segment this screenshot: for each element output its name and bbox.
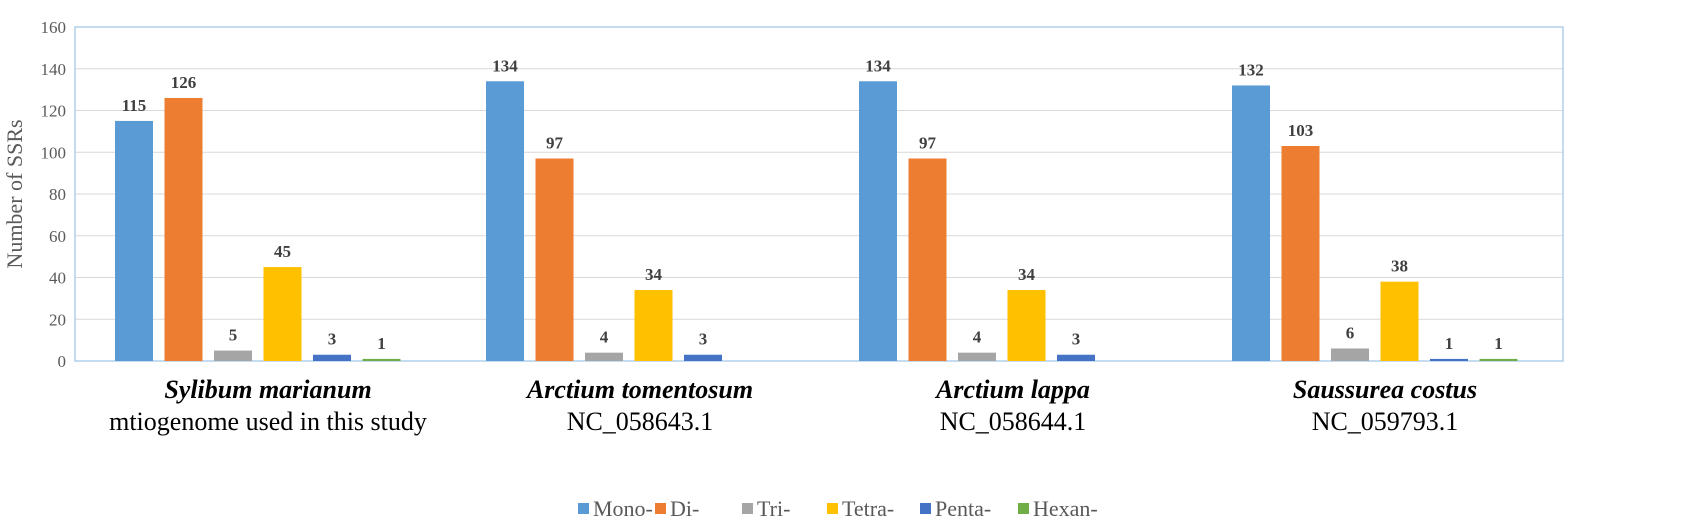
bar-penta <box>1057 354 1095 361</box>
y-tick-label: 160 <box>41 18 67 37</box>
legend-swatch <box>655 503 666 514</box>
y-axis-ticks: 0 20 40 60 80 100 120 140 160 <box>41 18 67 371</box>
data-label: 3 <box>328 330 337 349</box>
data-label: 4 <box>600 328 609 347</box>
bar-di <box>164 97 203 361</box>
bar-hexan <box>1479 358 1518 361</box>
x-axis-group-labels: Sylibum marianum mtiogenome used in this … <box>109 375 1477 436</box>
data-label: 1 <box>1445 334 1454 353</box>
bar-mono <box>859 81 897 362</box>
bar-mono <box>1232 85 1270 361</box>
legend-label: Hexan- <box>1033 496 1098 521</box>
legend-swatch <box>578 503 589 514</box>
group-name: Saussurea costus <box>1293 375 1477 404</box>
data-label: 6 <box>1346 323 1355 342</box>
group-subtitle: mtiogenome used in this study <box>109 407 427 436</box>
data-label: 3 <box>1072 330 1081 349</box>
bar-tetra <box>263 267 302 361</box>
group-name: Arctium lappa <box>934 375 1090 404</box>
data-label: 3 <box>699 330 708 349</box>
group-name: Sylibum marianum <box>164 375 371 404</box>
legend-label: Mono- <box>593 496 653 521</box>
bar-tetra <box>1007 290 1046 361</box>
group-name: Arctium tomentosum <box>525 375 753 404</box>
data-label: 34 <box>645 265 663 284</box>
bar-mono <box>486 81 524 362</box>
y-tick-label: 40 <box>49 269 66 288</box>
legend-label: Penta- <box>935 496 991 521</box>
bar-hexan <box>362 358 401 361</box>
bar-tri <box>958 352 996 361</box>
data-label: 134 <box>492 56 518 75</box>
group-subtitle: NC_058643.1 <box>567 407 714 436</box>
y-tick-label: 0 <box>58 352 67 371</box>
data-labels: 115 134 134 132 126 97 97 103 5 4 4 6 45 34 34 38 3 3 3 1 1 1 <box>122 56 1503 353</box>
bar-tetra <box>634 290 673 361</box>
group-subtitle: NC_058644.1 <box>940 407 1087 436</box>
bar-di <box>908 158 947 361</box>
bar-tri <box>1331 348 1369 361</box>
data-label: 103 <box>1288 121 1314 140</box>
y-tick-label: 20 <box>49 310 66 329</box>
legend-swatch <box>827 503 838 514</box>
bar-penta <box>313 354 351 361</box>
data-label: 1 <box>1494 334 1503 353</box>
legend-swatch <box>742 503 753 514</box>
data-label: 34 <box>1018 265 1036 284</box>
bar-di <box>535 158 574 361</box>
data-label: 45 <box>274 242 291 261</box>
data-label: 4 <box>973 328 982 347</box>
data-label: 97 <box>919 134 937 153</box>
data-label: 1 <box>377 334 386 353</box>
plot-area-border <box>74 26 1564 362</box>
data-label: 5 <box>229 326 238 345</box>
legend-label: Tetra- <box>842 496 894 521</box>
data-label: 126 <box>171 73 197 92</box>
y-tick-label: 140 <box>41 60 67 79</box>
data-label: 134 <box>865 56 891 75</box>
bars <box>115 81 1518 362</box>
bar-penta <box>684 354 722 361</box>
data-label: 38 <box>1391 257 1408 276</box>
data-label: 115 <box>122 96 147 115</box>
group-subtitle: NC_059793.1 <box>1312 407 1459 436</box>
y-tick-label: 120 <box>41 102 67 121</box>
legend-label: Tri- <box>757 496 790 521</box>
y-tick-label: 100 <box>41 143 67 162</box>
bar-mono <box>115 120 153 361</box>
data-label: 97 <box>546 134 564 153</box>
legend: Mono- Di- Tri- Tetra- Penta- Hexan- <box>578 496 1098 521</box>
bar-tri <box>585 352 623 361</box>
y-axis-label: Number of SSRs <box>2 119 27 268</box>
bar-penta <box>1430 358 1468 361</box>
bar-tetra <box>1380 281 1419 361</box>
bar-tri <box>214 350 252 361</box>
y-tick-label: 60 <box>49 227 66 246</box>
data-label: 132 <box>1238 60 1264 79</box>
bar-di <box>1281 145 1320 361</box>
legend-swatch <box>920 503 931 514</box>
legend-swatch <box>1018 503 1029 514</box>
y-tick-label: 80 <box>49 185 66 204</box>
legend-label: Di- <box>670 496 699 521</box>
